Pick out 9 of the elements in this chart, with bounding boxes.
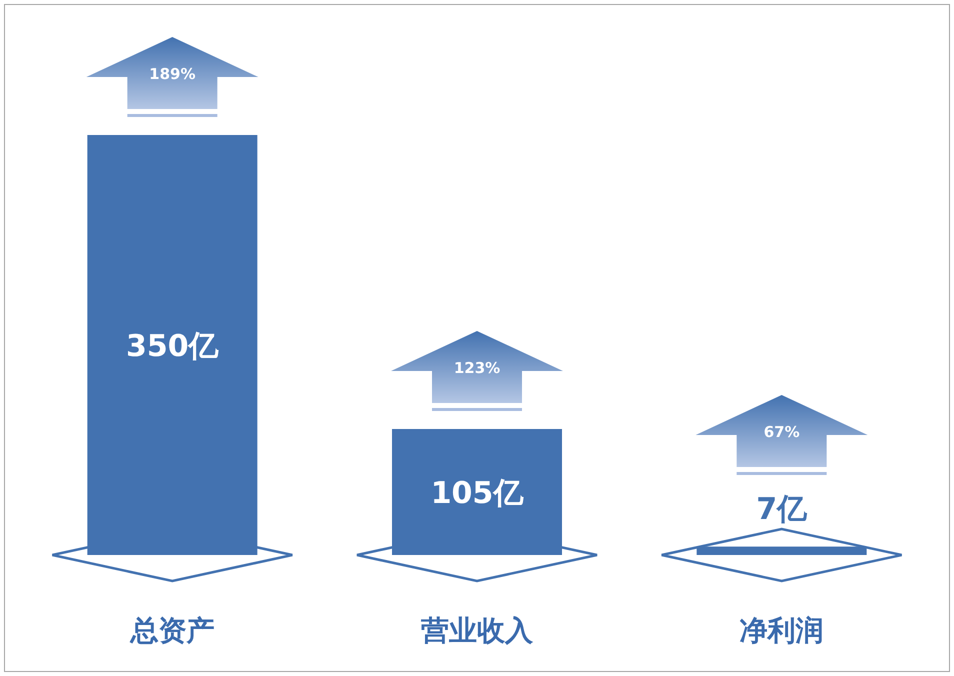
category-label: 总资产	[130, 614, 214, 647]
category-label: 净利润	[740, 614, 824, 647]
annotation: 67%	[764, 423, 800, 441]
value-label: 105亿	[430, 476, 524, 511]
annotation: 189%	[149, 65, 196, 83]
value-label: 350亿	[126, 329, 219, 364]
annotation: 123%	[454, 359, 500, 377]
value-label: 7亿	[756, 492, 808, 527]
category-label: 营业收入	[421, 614, 533, 647]
